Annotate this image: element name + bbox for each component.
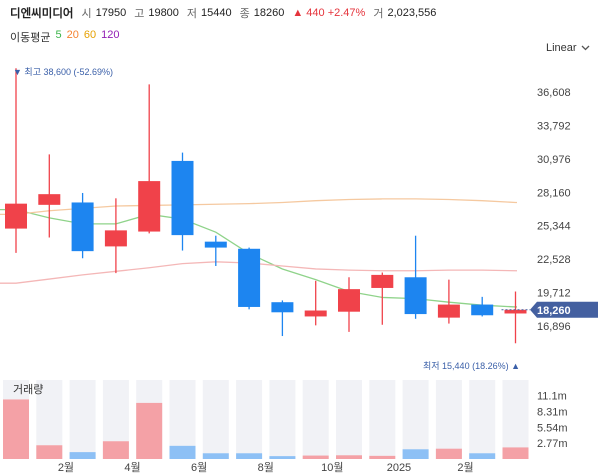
x-tick-label: 2025 bbox=[387, 462, 411, 474]
volume-tick-label: 11.1m bbox=[537, 390, 567, 402]
volume-column-bg bbox=[435, 380, 462, 459]
scale-label: Linear bbox=[546, 42, 577, 54]
volume-column-bg bbox=[402, 380, 429, 459]
candle-body bbox=[271, 302, 294, 313]
x-tick-label: 2월 bbox=[457, 461, 473, 474]
volume-label: 거 bbox=[373, 8, 384, 20]
volume-tick-label: 2.77m bbox=[537, 438, 568, 450]
volume-bar bbox=[269, 456, 296, 459]
ma-60-line bbox=[0, 261, 517, 284]
high-price-annotation: ▼ 최고 38,600 (-52.69%) bbox=[13, 67, 113, 77]
candle-body bbox=[138, 181, 161, 232]
x-tick-label: 8월 bbox=[258, 461, 274, 474]
price-change: ▲ 440 +2.47% bbox=[292, 7, 366, 19]
price-summary-header: 디엔씨미디어 시 17950 고 19800 저 15440 종 18260 ▲… bbox=[10, 4, 440, 22]
chevron-down-icon bbox=[581, 45, 590, 51]
candle-body bbox=[71, 202, 94, 252]
candle-body bbox=[404, 277, 427, 315]
volume-bar bbox=[169, 445, 196, 459]
ma-120-legend: 120 bbox=[101, 29, 120, 41]
volume-bar bbox=[136, 402, 163, 459]
price-tick-label: 25,344 bbox=[537, 221, 571, 233]
volume-column-bg bbox=[469, 380, 496, 459]
candle-body bbox=[371, 274, 394, 288]
price-tick-label: 16,896 bbox=[537, 321, 571, 333]
high-price: 19800 bbox=[148, 7, 179, 19]
volume-bar bbox=[36, 445, 63, 459]
volume-column-bg bbox=[236, 380, 263, 459]
volume-column-bg bbox=[302, 380, 329, 459]
x-tick-label: 4월 bbox=[124, 461, 140, 474]
ma-20-legend: 20 bbox=[66, 29, 79, 41]
close-price: 18260 bbox=[253, 7, 285, 19]
candle-body bbox=[171, 160, 194, 236]
open-label: 시 bbox=[81, 8, 92, 20]
candle-body bbox=[504, 309, 527, 314]
candle-body bbox=[471, 304, 494, 316]
ma-5-legend: 5 bbox=[55, 29, 62, 41]
volume-panel-label: 거래량 bbox=[13, 383, 43, 396]
volume-bar bbox=[336, 455, 362, 459]
volume-bar bbox=[236, 453, 263, 459]
volume-bar bbox=[302, 455, 329, 459]
x-axis: 2월 4월 6월 8월 10월 2025 2월 bbox=[58, 461, 474, 474]
low-price-annotation: 최저 15,440 (18.26%) ▲ bbox=[423, 361, 520, 371]
volume-bar bbox=[502, 447, 529, 459]
current-price-tag bbox=[530, 301, 598, 318]
price-tick-label: 36,608 bbox=[537, 87, 571, 99]
candle-layer bbox=[5, 68, 527, 344]
price-tick-label: 33,792 bbox=[537, 120, 571, 132]
volume-column-bg bbox=[269, 380, 296, 459]
candle-body bbox=[5, 203, 27, 229]
volume-value: 2,023,556 bbox=[387, 7, 437, 19]
volume-bar bbox=[369, 455, 396, 459]
ma-60-legend: 60 bbox=[83, 29, 97, 41]
candle-body bbox=[38, 194, 61, 205]
x-tick-label: 6월 bbox=[191, 461, 207, 474]
volume-bar bbox=[202, 453, 229, 459]
x-tick-label: 2월 bbox=[58, 461, 74, 474]
volume-column-bg bbox=[202, 380, 229, 459]
volume-column-bg bbox=[502, 380, 529, 459]
candle-body bbox=[437, 304, 460, 318]
current-price-label: 18,260 bbox=[537, 305, 571, 317]
open-price: 17950 bbox=[95, 7, 127, 19]
price-tick-label: 22,528 bbox=[537, 254, 571, 266]
candle-body bbox=[104, 230, 127, 247]
close-label: 종 bbox=[239, 8, 250, 20]
volume-column-bg bbox=[336, 380, 362, 459]
volume-bar bbox=[3, 399, 29, 459]
x-tick-label: 10월 bbox=[321, 461, 343, 474]
volume-tick-label: 5.54m bbox=[537, 422, 568, 434]
high-label: 고 bbox=[134, 8, 145, 20]
candle-body bbox=[238, 248, 261, 307]
volume-bar bbox=[102, 441, 129, 459]
volume-tick-label: 8.31m bbox=[537, 406, 568, 418]
candle-body bbox=[338, 289, 360, 312]
volume-column-bg bbox=[369, 380, 396, 459]
price-tick-label: 30,976 bbox=[537, 154, 571, 166]
candle-body bbox=[204, 241, 227, 248]
low-price: 15440 bbox=[201, 7, 232, 19]
annotations: 18,260 ▼ 최고 38,600 (-52.69%) 최저 15,440 (18… bbox=[13, 67, 598, 371]
volume-bar bbox=[469, 453, 496, 459]
low-label: 저 bbox=[186, 8, 198, 20]
volume-column-bg bbox=[69, 380, 96, 459]
price-tick-label: 28,160 bbox=[537, 187, 571, 199]
candle-body bbox=[304, 310, 327, 317]
volume-bar bbox=[69, 452, 96, 459]
stock-name: 디엔씨미디어 bbox=[10, 8, 74, 20]
volume-bar bbox=[402, 449, 429, 459]
price-axis: 36,608 33,792 30,976 28,160 25,344 22,528 19,7… bbox=[537, 87, 571, 333]
moving-average-legend[interactable]: 이동평균 5 20 60 120 bbox=[10, 29, 119, 45]
volume-bar bbox=[435, 448, 462, 459]
volume-layer: 거래량 11.1m 8.31m 5.54m 2.77m bbox=[3, 380, 568, 459]
moving-average-label: 이동평균 bbox=[10, 32, 51, 44]
price-tick-label: 19,712 bbox=[537, 288, 571, 300]
scale-selector[interactable]: Linear bbox=[546, 42, 590, 54]
